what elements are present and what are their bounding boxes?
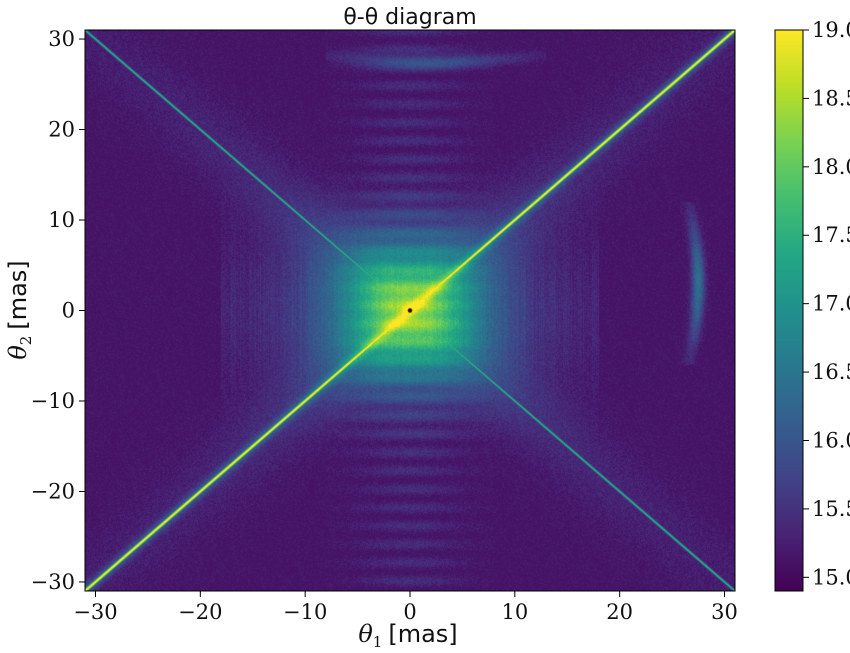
x-tick-label: 30 [711, 600, 738, 624]
y-tick-label: −10 [31, 389, 75, 413]
colorbar-tick-label: 15.5 [812, 497, 850, 521]
colorbar-tick-label: 18.0 [812, 155, 850, 179]
x-tick-label: −30 [73, 600, 117, 624]
y-tick-label: −30 [31, 570, 75, 594]
colorbar-tick-label: 17.5 [812, 223, 850, 247]
x-tick-label: −20 [178, 600, 222, 624]
x-axis-label: θ1 [mas] [358, 620, 457, 651]
colorbar-tick-label: 18.5 [812, 86, 850, 110]
y-tick-label: 20 [48, 118, 75, 142]
y-axis-label: θ2[mas] [4, 260, 35, 359]
colorbar-ticks: 15.0 15.5 16.0 16.5 17.0 17.5 18.0 18.5 19.0 [803, 18, 850, 589]
heatmap-area [84, 29, 736, 592]
x-tick-label: 10 [501, 600, 528, 624]
x-tick-label: 20 [606, 600, 633, 624]
colorbar-tick-label: 16.0 [812, 428, 850, 452]
x-axis: −30 −20 −10 0 10 20 30 [73, 591, 738, 624]
x-tick-label: −10 [283, 600, 327, 624]
colorbar-tick-label: 16.5 [812, 360, 850, 384]
colorbar: 15.0 15.5 16.0 16.5 17.0 17.5 18.0 18.5 19.0 [774, 18, 850, 592]
colorbar-tick-label: 15.0 [812, 565, 850, 589]
y-tick-label: −20 [31, 479, 75, 503]
y-axis: −30 −20 −10 0 10 20 30 [31, 27, 85, 594]
y-tick-label: 30 [48, 27, 75, 51]
colorbar-gradient [774, 29, 804, 592]
y-tick-label: 10 [48, 208, 75, 232]
heatmap-canvas [85, 30, 735, 591]
x-tick-label: 0 [403, 600, 416, 624]
colorbar-tick-label: 17.0 [812, 292, 850, 316]
chart-title: θ-θ diagram [343, 5, 476, 30]
y-tick-label: 0 [62, 299, 75, 323]
colorbar-tick-label: 19.0 [812, 18, 850, 42]
